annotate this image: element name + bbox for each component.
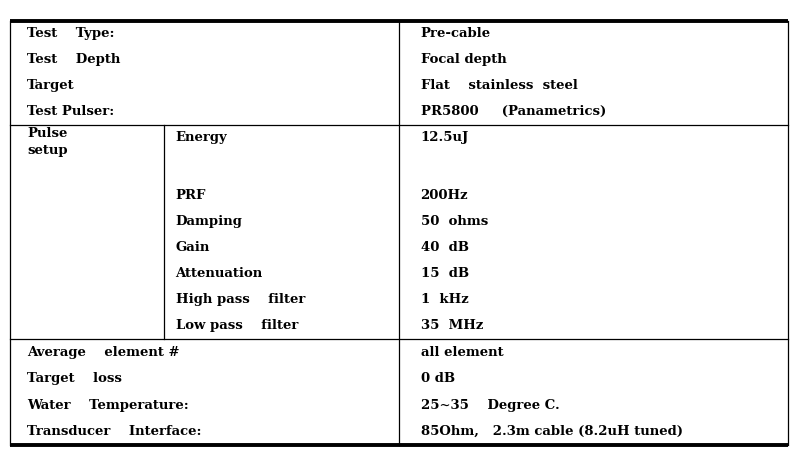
Text: Test    Type:: Test Type: [27, 27, 115, 41]
Text: PR5800     (Panametrics): PR5800 (Panametrics) [421, 105, 606, 118]
Text: Flat    stainless  steel: Flat stainless steel [421, 79, 578, 92]
Text: Attenuation: Attenuation [176, 267, 263, 280]
Text: Average    element #: Average element # [27, 346, 180, 359]
Text: Gain: Gain [176, 241, 210, 254]
Text: Pulse
setup: Pulse setup [27, 127, 68, 157]
Text: Damping: Damping [176, 215, 243, 228]
Text: Test Pulser:: Test Pulser: [27, 105, 114, 118]
Text: Target    loss: Target loss [27, 372, 122, 385]
Text: 85Ohm,   2.3m cable (8.2uH tuned): 85Ohm, 2.3m cable (8.2uH tuned) [421, 425, 682, 439]
Text: 15  dB: 15 dB [421, 267, 468, 280]
Text: Water    Temperature:: Water Temperature: [27, 399, 189, 412]
Text: 40  dB: 40 dB [421, 241, 468, 254]
Text: Test    Depth: Test Depth [27, 54, 120, 67]
Text: 1  kHz: 1 kHz [421, 293, 468, 306]
Text: 35  MHz: 35 MHz [421, 320, 483, 332]
Text: 0 dB: 0 dB [421, 372, 455, 385]
Text: High pass    filter: High pass filter [176, 293, 305, 306]
Text: PRF: PRF [176, 189, 206, 202]
Text: Energy: Energy [176, 131, 227, 144]
Text: Pre-cable: Pre-cable [421, 27, 491, 41]
Text: 12.5uJ: 12.5uJ [421, 131, 468, 144]
Text: Focal depth: Focal depth [421, 54, 506, 67]
Text: 200Hz: 200Hz [421, 189, 468, 202]
Text: Transducer    Interface:: Transducer Interface: [27, 425, 202, 439]
Text: all element: all element [421, 346, 504, 359]
Text: Low pass    filter: Low pass filter [176, 320, 298, 332]
Text: 50  ohms: 50 ohms [421, 215, 488, 228]
Text: Target: Target [27, 79, 75, 92]
Text: 25~35    Degree C.: 25~35 Degree C. [421, 399, 559, 412]
